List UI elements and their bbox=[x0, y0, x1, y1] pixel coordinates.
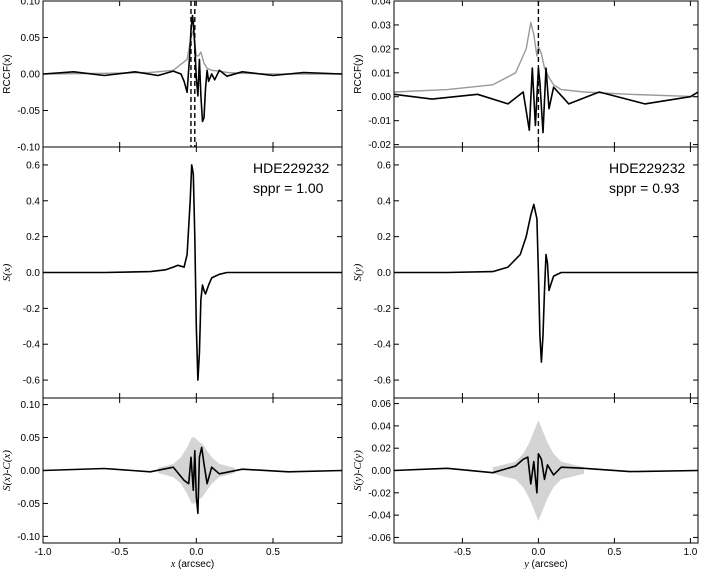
y-axis-label: RCCF(y) bbox=[353, 54, 364, 93]
x-tick-label: 0.0 bbox=[531, 547, 545, 558]
star-name-annotation: HDE229232 bbox=[609, 160, 685, 176]
series-line-gray bbox=[43, 29, 342, 75]
y-tick-label: 0.0 bbox=[26, 268, 40, 279]
y-tick-label: 0.06 bbox=[372, 399, 392, 410]
y-tick-label: -0.05 bbox=[17, 499, 40, 510]
y-tick-label: 0.6 bbox=[26, 160, 40, 171]
panel-s-y: -0.6 -0.4 -0.2 0.0 0.2 0.4 0.6 S(y) HDE229232 spp… bbox=[352, 146, 699, 399]
series-line-black bbox=[394, 452, 698, 494]
uncertainty-band bbox=[158, 437, 235, 504]
y-tick-label: 0.05 bbox=[21, 433, 41, 444]
y-tick-label: 0.02 bbox=[372, 44, 392, 55]
plot-area bbox=[394, 420, 698, 521]
sppr-annotation: sppr = 1.00 bbox=[253, 180, 324, 196]
y-tick-label: 0.05 bbox=[21, 33, 41, 44]
series-line-black bbox=[43, 14, 342, 123]
y-tick-label: -0.04 bbox=[368, 511, 391, 522]
y-tick-label: -0.4 bbox=[374, 340, 392, 351]
y-tick-label: -0.02 bbox=[368, 488, 391, 499]
y-tick-label: 0.00 bbox=[21, 466, 41, 477]
y-tick-label: 0.4 bbox=[26, 196, 40, 207]
y-axis-label: S(y) bbox=[352, 263, 364, 281]
y-tick-label: -0.2 bbox=[374, 304, 392, 315]
x-tick-label: -0.5 bbox=[454, 547, 472, 558]
y-tick-label: -0.02 bbox=[368, 140, 391, 151]
y-axis-label: S(y)-C(y) bbox=[352, 450, 364, 491]
x-tick-label: 0.5 bbox=[266, 547, 280, 558]
plot-area bbox=[394, 1, 698, 147]
y-tick-label: 0.2 bbox=[377, 232, 391, 243]
panel-rccf-y: -0.02 -0.01 0.00 0.01 0.02 0.03 0.04 RCCF(y) bbox=[353, 0, 699, 151]
plot-area bbox=[43, 1, 342, 147]
star-name-annotation: HDE229232 bbox=[253, 160, 329, 176]
y-tick-label: -0.4 bbox=[23, 340, 41, 351]
plot-area bbox=[43, 164, 342, 381]
x-axis-label: y (arcsec) bbox=[523, 559, 567, 569]
x-tick-label: 0.5 bbox=[607, 547, 621, 558]
y-tick-label: -0.01 bbox=[368, 116, 391, 127]
x-tick-label: 1.0 bbox=[683, 547, 697, 558]
y-tick-label: 0.4 bbox=[377, 196, 391, 207]
y-tick-label: 0.03 bbox=[372, 20, 392, 31]
plot-area bbox=[43, 437, 342, 515]
y-axis-label: S(x)-C(x) bbox=[1, 450, 13, 491]
y-tick-label: 0.2 bbox=[26, 232, 40, 243]
series-line-black bbox=[43, 164, 342, 381]
y-tick-label: -0.05 bbox=[17, 106, 40, 117]
y-tick-label: 0.00 bbox=[21, 70, 41, 81]
y-tick-label: 0.00 bbox=[372, 92, 392, 103]
series-line-black bbox=[394, 67, 698, 134]
panel-resid-x: -0.10 -0.05 0.00 0.05 0.10 -1.0 -0.5 0.0 0.5 x (a… bbox=[1, 397, 343, 569]
panel-s-x: -0.6 -0.4 -0.2 0.0 0.2 0.4 0.6 S(x) HDE229232 spp… bbox=[1, 146, 343, 399]
y-tick-label: 0.01 bbox=[372, 68, 392, 79]
plot-area bbox=[394, 203, 698, 363]
y-axis-label: RCCF(x) bbox=[2, 54, 13, 93]
y-tick-label: -0.10 bbox=[17, 532, 40, 543]
panel-rccf-x: -0.10 -0.05 0.00 0.05 0.10 RCCF(x) bbox=[2, 0, 343, 154]
y-tick-label: -0.10 bbox=[17, 143, 40, 154]
x-axis-label: x (arcsec) bbox=[170, 559, 214, 569]
y-tick-label: -0.06 bbox=[368, 533, 391, 544]
y-tick-label: -0.6 bbox=[374, 376, 392, 387]
y-tick-label: 0.00 bbox=[372, 466, 392, 477]
x-tick-label: -1.0 bbox=[34, 547, 52, 558]
y-tick-label: 0.04 bbox=[372, 0, 392, 8]
x-tick-label: -0.5 bbox=[111, 547, 129, 558]
y-tick-label: 0.10 bbox=[21, 0, 41, 8]
y-tick-label: 0.02 bbox=[372, 444, 392, 455]
y-tick-label: 0.0 bbox=[377, 268, 391, 279]
series-line-gray bbox=[394, 21, 698, 98]
y-tick-label: -0.2 bbox=[23, 304, 41, 315]
x-tick-label: 0.0 bbox=[189, 547, 203, 558]
panel-resid-y: -0.06 -0.04 -0.02 0.00 0.02 0.04 0.06 -0.5 0.0 0.… bbox=[352, 397, 699, 569]
y-tick-label: 0.6 bbox=[377, 160, 391, 171]
y-tick-label: -0.6 bbox=[23, 376, 41, 387]
sppr-annotation: sppr = 0.93 bbox=[609, 180, 680, 196]
y-tick-label: 0.04 bbox=[372, 421, 392, 432]
y-axis-label: S(x) bbox=[1, 263, 13, 281]
series-line-black bbox=[43, 446, 342, 515]
y-tick-label: 0.10 bbox=[21, 400, 41, 411]
series-line-black bbox=[394, 203, 698, 363]
